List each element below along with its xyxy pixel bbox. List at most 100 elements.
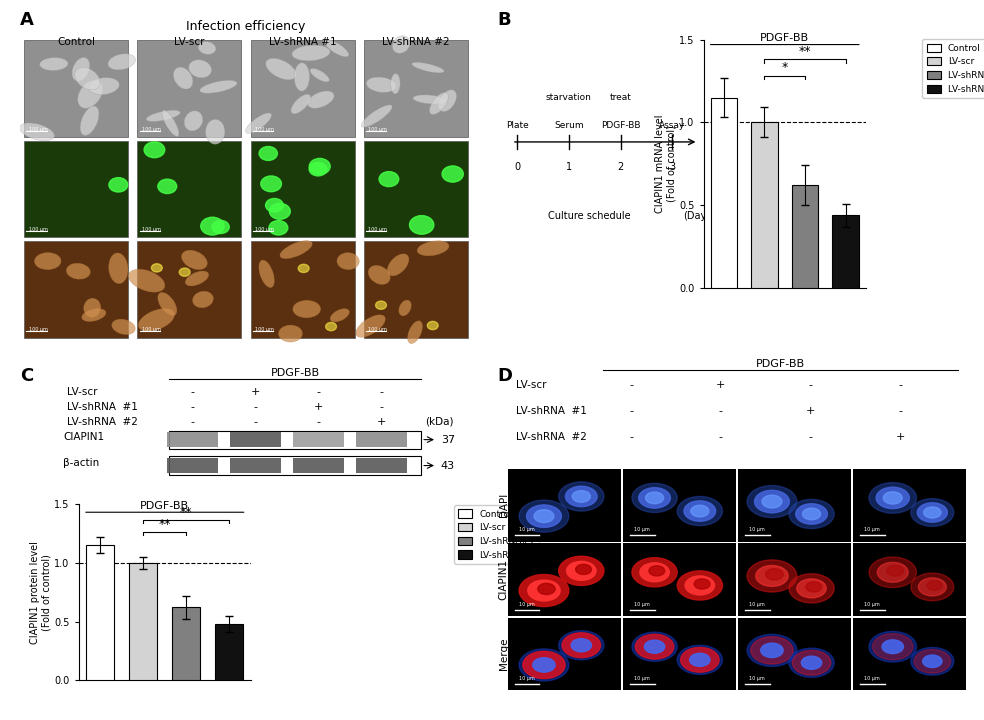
Circle shape	[911, 573, 953, 600]
Circle shape	[566, 486, 597, 507]
Text: **: **	[799, 45, 811, 58]
Ellipse shape	[278, 325, 302, 342]
Text: LV-scr: LV-scr	[174, 37, 205, 47]
Ellipse shape	[417, 240, 449, 256]
Circle shape	[747, 485, 797, 518]
Circle shape	[681, 647, 719, 672]
Text: PDGF-BB: PDGF-BB	[601, 120, 641, 130]
Circle shape	[923, 655, 942, 667]
Circle shape	[691, 505, 708, 517]
Text: -: -	[317, 417, 321, 427]
Circle shape	[751, 636, 793, 664]
Text: 0: 0	[514, 162, 521, 171]
Circle shape	[646, 492, 663, 504]
Circle shape	[636, 634, 674, 659]
Text: 100 µm: 100 µm	[368, 127, 387, 132]
Text: LV-shRNA  #1: LV-shRNA #1	[67, 402, 138, 412]
Ellipse shape	[368, 266, 391, 284]
Text: LV-shRNA  #2: LV-shRNA #2	[67, 417, 138, 427]
Text: +: +	[377, 417, 387, 427]
Circle shape	[201, 217, 224, 235]
Text: 10 µm: 10 µm	[865, 676, 881, 681]
Ellipse shape	[393, 36, 410, 53]
Text: 10 µm: 10 µm	[865, 602, 881, 606]
Text: (Days): (Days)	[683, 211, 715, 221]
Ellipse shape	[292, 45, 330, 60]
Text: Plate: Plate	[506, 120, 528, 130]
Ellipse shape	[34, 253, 61, 269]
Text: *: *	[781, 61, 788, 74]
Circle shape	[562, 633, 600, 657]
Circle shape	[576, 564, 591, 575]
Text: LV-shRNA  #1: LV-shRNA #1	[516, 406, 586, 416]
Ellipse shape	[112, 319, 135, 335]
Text: +: +	[806, 406, 816, 416]
Ellipse shape	[430, 93, 449, 114]
Text: -: -	[719, 406, 723, 416]
Circle shape	[573, 490, 590, 503]
Bar	[251, 240, 354, 338]
Bar	[751, 122, 777, 288]
Ellipse shape	[325, 40, 348, 57]
Text: 100 µm: 100 µm	[142, 127, 160, 132]
Circle shape	[884, 492, 902, 504]
Circle shape	[789, 500, 834, 528]
Text: Infection efficiency: Infection efficiency	[186, 19, 306, 32]
Ellipse shape	[308, 91, 335, 108]
Circle shape	[259, 146, 277, 161]
Legend: Control, LV-scr, LV-shRNA #1, LV-shRNA #2: Control, LV-scr, LV-shRNA #1, LV-shRNA #…	[922, 39, 984, 98]
Ellipse shape	[293, 300, 321, 318]
Ellipse shape	[139, 309, 174, 331]
Text: LV-scr: LV-scr	[67, 387, 97, 397]
Circle shape	[911, 499, 953, 526]
Text: LV-shRNA  #2: LV-shRNA #2	[516, 432, 586, 442]
Bar	[364, 140, 467, 238]
Circle shape	[520, 649, 569, 681]
Text: 10 µm: 10 µm	[520, 676, 535, 681]
Text: treat: treat	[610, 94, 632, 102]
Circle shape	[648, 566, 665, 576]
Circle shape	[690, 653, 710, 667]
Bar	[167, 432, 218, 447]
Text: 100 µm: 100 µm	[142, 328, 160, 333]
Circle shape	[694, 579, 710, 589]
Text: PDGF-BB: PDGF-BB	[271, 368, 320, 377]
Text: LV-shRNA #2: LV-shRNA #2	[382, 37, 450, 47]
Circle shape	[789, 574, 834, 603]
Text: -: -	[809, 432, 813, 442]
Circle shape	[645, 640, 665, 653]
Ellipse shape	[108, 54, 136, 70]
Circle shape	[261, 176, 281, 192]
Text: (kDa): (kDa)	[425, 417, 454, 427]
Circle shape	[632, 483, 677, 513]
Text: 2: 2	[618, 162, 624, 171]
Text: PDGF-BB: PDGF-BB	[761, 33, 809, 43]
Ellipse shape	[189, 60, 212, 78]
Circle shape	[911, 647, 953, 675]
Text: CIAPIN1: CIAPIN1	[63, 432, 104, 442]
Text: -: -	[254, 402, 258, 412]
Circle shape	[532, 658, 555, 672]
Ellipse shape	[108, 253, 128, 284]
Circle shape	[427, 321, 438, 330]
Circle shape	[559, 631, 604, 660]
Circle shape	[534, 510, 554, 523]
Bar	[792, 185, 819, 288]
Text: 10 µm: 10 µm	[520, 602, 535, 606]
Bar	[87, 545, 114, 680]
Bar	[167, 458, 218, 473]
Text: +: +	[895, 432, 905, 442]
Bar	[293, 432, 344, 447]
Circle shape	[684, 501, 715, 521]
Text: 100 µm: 100 µm	[29, 127, 47, 132]
Circle shape	[409, 215, 434, 234]
Circle shape	[918, 578, 947, 596]
Text: **: **	[180, 506, 193, 519]
Ellipse shape	[206, 120, 224, 144]
Circle shape	[873, 634, 913, 660]
Y-axis label: Merge: Merge	[499, 638, 509, 670]
Text: 10 µm: 10 µm	[635, 676, 650, 681]
Text: -: -	[191, 387, 195, 397]
Ellipse shape	[185, 271, 209, 286]
Ellipse shape	[80, 106, 99, 135]
